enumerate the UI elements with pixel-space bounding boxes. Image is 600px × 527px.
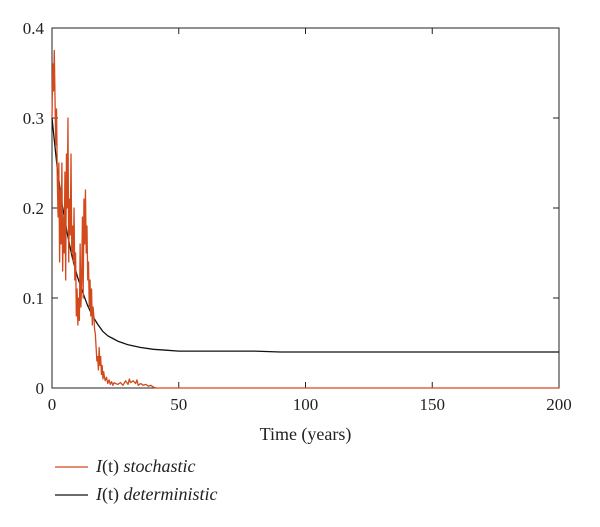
legend-label-deterministic: I(t) deterministic [95, 484, 217, 505]
y-tick-label: 0.3 [23, 109, 44, 128]
series-layer [51, 49, 559, 389]
legend-arg: (t) [102, 484, 119, 505]
y-tick-label: 0 [36, 379, 45, 398]
legend-var: I [95, 456, 103, 476]
legend-rest: deterministic [119, 484, 217, 504]
legend-var: I [95, 484, 103, 504]
x-tick-label: 100 [293, 395, 319, 414]
x-tick-label: 0 [48, 395, 57, 414]
y-tick-label: 0.4 [23, 19, 45, 38]
plot-area [51, 27, 560, 389]
y-tick-label: 0.1 [23, 289, 44, 308]
y-tick-label: 0.2 [23, 199, 44, 218]
y-axis-ticks: 0 0.1 0.2 0.3 0.4 [23, 19, 559, 398]
legend-label-stochastic: I(t) stochastic [95, 456, 196, 477]
x-tick-label: 50 [170, 395, 187, 414]
x-tick-label: 150 [420, 395, 446, 414]
x-axis-title: Time (years) [260, 424, 352, 445]
legend-rest: stochastic [119, 456, 196, 476]
legend-arg: (t) [102, 456, 119, 477]
series-line-deterministic [51, 117, 559, 353]
x-tick-label: 200 [546, 395, 572, 414]
series-line-stochastic [51, 49, 559, 389]
x-axis-ticks: 0 50 100 150 200 [48, 28, 572, 414]
